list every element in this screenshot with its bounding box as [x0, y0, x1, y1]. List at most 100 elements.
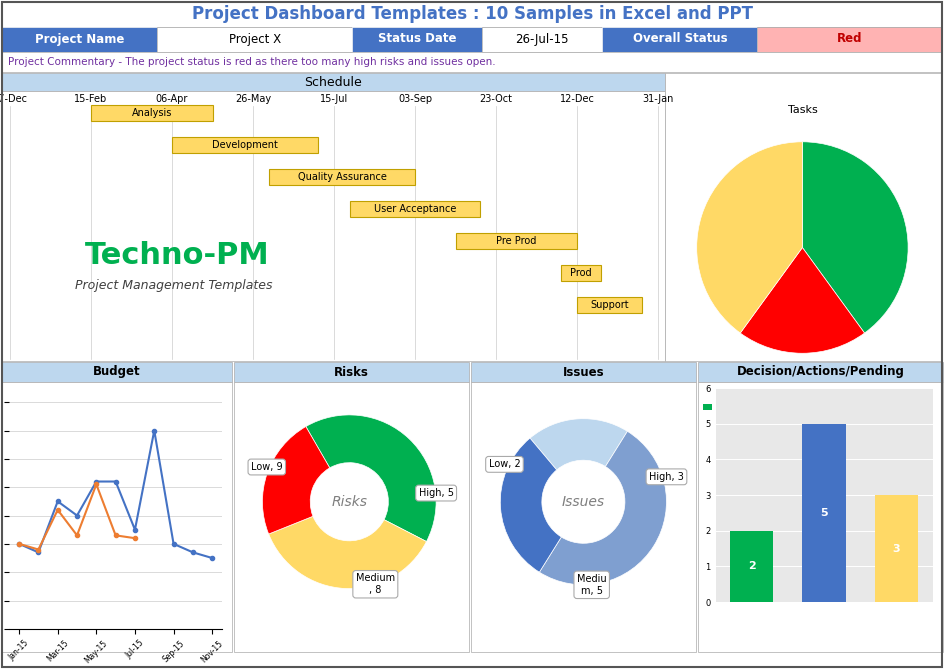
- Bar: [157, 27, 352, 52]
- Wedge shape: [539, 432, 666, 585]
- Bar: [471, 362, 696, 382]
- Bar: [269, 169, 415, 185]
- Text: Issues: Issues: [562, 495, 605, 508]
- Text: 26-Jul-15: 26-Jul-15: [515, 33, 568, 45]
- Bar: [2, 73, 665, 91]
- Text: Quality Assurance: Quality Assurance: [297, 172, 386, 182]
- Line: Actual: Actual: [17, 482, 137, 552]
- Text: 15-Feb: 15-Feb: [75, 94, 108, 104]
- Bar: [602, 27, 757, 52]
- Text: High, 3: High, 3: [649, 472, 683, 482]
- Text: 27-Dec: 27-Dec: [0, 94, 27, 104]
- Text: Status Date: Status Date: [378, 33, 456, 45]
- Planned: [52, 497, 63, 505]
- Text: Schedule: Schedule: [304, 76, 362, 88]
- Text: 31-Jan: 31-Jan: [642, 94, 674, 104]
- Actual: [13, 540, 25, 548]
- Wedge shape: [269, 516, 427, 589]
- Bar: [730, 531, 773, 602]
- Actual: [72, 531, 83, 539]
- Bar: [234, 362, 469, 382]
- Bar: [698, 382, 943, 652]
- Wedge shape: [740, 248, 865, 353]
- Planned: [110, 478, 121, 486]
- Text: User Acceptance: User Acceptance: [374, 204, 456, 214]
- Text: Analysis: Analysis: [131, 108, 172, 118]
- Text: Decision/Actions/Pending: Decision/Actions/Pending: [736, 365, 904, 379]
- Actual: [110, 531, 121, 539]
- Text: Mediu
m, 5: Mediu m, 5: [577, 574, 606, 595]
- Text: 5: 5: [820, 508, 828, 518]
- Wedge shape: [306, 415, 436, 541]
- Bar: [875, 495, 919, 602]
- Bar: [2, 91, 665, 361]
- Planned: [72, 512, 83, 520]
- Planned: [129, 526, 141, 534]
- Bar: [757, 27, 942, 52]
- Text: Prod: Prod: [570, 268, 592, 278]
- Text: Medium
, 8: Medium , 8: [356, 573, 395, 595]
- Bar: [234, 382, 469, 652]
- Bar: [2, 382, 232, 652]
- Bar: [561, 265, 601, 281]
- Actual: [33, 545, 44, 553]
- Bar: [456, 233, 577, 249]
- Text: Issues: Issues: [563, 365, 604, 379]
- Text: 23-Oct: 23-Oct: [480, 94, 513, 104]
- Bar: [471, 382, 696, 652]
- Wedge shape: [262, 427, 329, 534]
- Planned: [168, 540, 179, 548]
- Legend: On Track, Delayed, Not Started: On Track, Delayed, Not Started: [700, 399, 904, 415]
- Text: Low, 2: Low, 2: [489, 460, 520, 470]
- Wedge shape: [530, 419, 628, 470]
- Text: Risks: Risks: [334, 365, 369, 379]
- Text: Project Dashboard Templates : 10 Samples in Excel and PPT: Project Dashboard Templates : 10 Samples…: [192, 5, 752, 23]
- Wedge shape: [500, 438, 562, 572]
- Bar: [350, 201, 480, 217]
- Planned: [91, 478, 102, 486]
- Text: 06-Apr: 06-Apr: [156, 94, 188, 104]
- Text: 26-May: 26-May: [235, 94, 271, 104]
- Text: 15-Jul: 15-Jul: [320, 94, 348, 104]
- Planned: [148, 427, 160, 435]
- Bar: [577, 297, 642, 313]
- Text: 12-Dec: 12-Dec: [560, 94, 595, 104]
- Actual: [129, 534, 141, 542]
- Bar: [2, 2, 942, 27]
- Bar: [698, 362, 943, 382]
- Text: Low, 9: Low, 9: [251, 462, 282, 472]
- Text: Risks: Risks: [331, 495, 367, 508]
- Text: Support: Support: [590, 300, 629, 310]
- Bar: [2, 362, 232, 382]
- Planned: [187, 549, 198, 557]
- Bar: [802, 423, 846, 602]
- Bar: [2, 27, 157, 52]
- Text: Budget: Budget: [93, 365, 141, 379]
- Text: Techno-PM: Techno-PM: [85, 242, 270, 270]
- Text: 3: 3: [893, 544, 901, 553]
- Text: 03-Sep: 03-Sep: [398, 94, 432, 104]
- Planned: [33, 549, 44, 557]
- Text: Project Management Templates: Project Management Templates: [75, 280, 273, 292]
- Planned: [13, 540, 25, 548]
- Text: Red: Red: [837, 33, 863, 45]
- Text: High, 5: High, 5: [418, 488, 454, 498]
- Bar: [91, 105, 212, 121]
- Actual: [52, 506, 63, 514]
- Bar: [665, 73, 942, 361]
- Text: Project X: Project X: [229, 33, 281, 45]
- Text: Project Commentary - The project status is red as there too many high risks and : Project Commentary - The project status …: [8, 57, 496, 67]
- Planned: [207, 554, 218, 562]
- Wedge shape: [697, 142, 802, 333]
- Bar: [2, 52, 942, 72]
- Wedge shape: [802, 142, 908, 333]
- Title: Tasks: Tasks: [787, 104, 818, 114]
- Line: Planned: Planned: [17, 428, 214, 560]
- Text: 2: 2: [748, 561, 755, 571]
- Bar: [482, 27, 602, 52]
- Text: Development: Development: [212, 140, 278, 150]
- Text: Overall Status: Overall Status: [632, 33, 727, 45]
- Bar: [172, 137, 318, 153]
- Bar: [352, 27, 482, 52]
- Text: Project Name: Project Name: [35, 33, 125, 45]
